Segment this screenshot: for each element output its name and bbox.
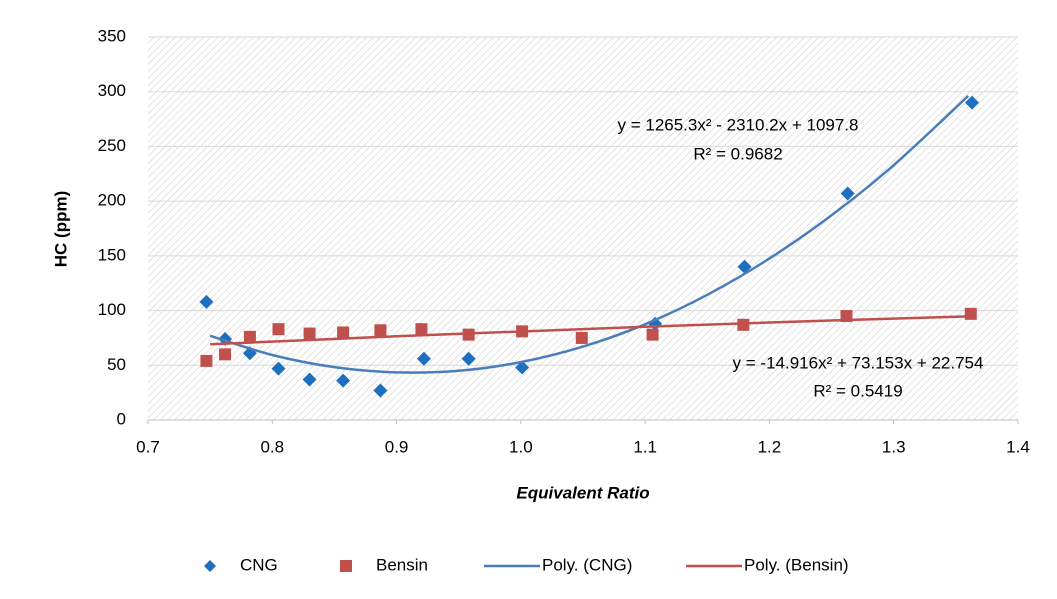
x-tick-label: 0.9 (385, 437, 409, 456)
point (965, 95, 980, 110)
point (575, 331, 588, 344)
point (336, 373, 351, 388)
x-tick-label: 0.7 (136, 437, 160, 456)
legend-label: Poly. (Bensin) (744, 555, 849, 574)
y-tick-label: 300 (98, 81, 126, 100)
point (337, 326, 350, 339)
point (461, 351, 476, 366)
trendline (209, 94, 970, 374)
x-tick-label: 1.3 (882, 437, 906, 456)
y-tick-label: 150 (98, 245, 126, 264)
point (271, 361, 286, 376)
y-tick-label: 350 (98, 26, 126, 45)
trendline-equation: y = -14.916x² + 73.153x + 22.754 (733, 353, 984, 372)
x-axis-title: Equivalent Ratio (516, 483, 649, 502)
point (243, 330, 256, 343)
point (200, 354, 213, 367)
point (272, 323, 285, 336)
y-tick-label: 200 (98, 191, 126, 210)
point (416, 351, 431, 366)
trendline-equation: R² = 0.9682 (693, 144, 782, 163)
point (964, 307, 977, 320)
point (219, 348, 232, 361)
y-tick-label: 100 (98, 300, 126, 319)
point (374, 324, 387, 337)
y-tick-label: 250 (98, 136, 126, 155)
legend-label: Poly. (CNG) (542, 555, 632, 574)
trendline-equation: R² = 0.5419 (813, 381, 902, 400)
legend-swatch (340, 560, 352, 572)
point (840, 186, 855, 201)
point (415, 323, 428, 336)
y-axis-title: HC (ppm) (51, 191, 70, 267)
point (302, 372, 317, 387)
plot-area (148, 37, 1018, 420)
point (646, 328, 659, 341)
point (515, 360, 530, 375)
x-tick-label: 1.2 (758, 437, 782, 456)
y-tick-label: 50 (107, 355, 126, 374)
legend-label: CNG (240, 555, 278, 574)
trendline-equation: y = 1265.3x² - 2310.2x + 1097.8 (617, 115, 858, 134)
x-tick-label: 1.0 (509, 437, 533, 456)
y-tick-label: 0 (117, 409, 126, 428)
point (199, 294, 214, 309)
x-tick-label: 1.4 (1006, 437, 1030, 456)
trendline (210, 315, 969, 346)
legend-label: Bensin (376, 555, 428, 574)
point (303, 327, 316, 340)
point (737, 318, 750, 331)
point (373, 383, 388, 398)
x-tick-label: 1.1 (633, 437, 657, 456)
x-tick-label: 0.8 (260, 437, 284, 456)
legend-swatch (204, 560, 216, 572)
